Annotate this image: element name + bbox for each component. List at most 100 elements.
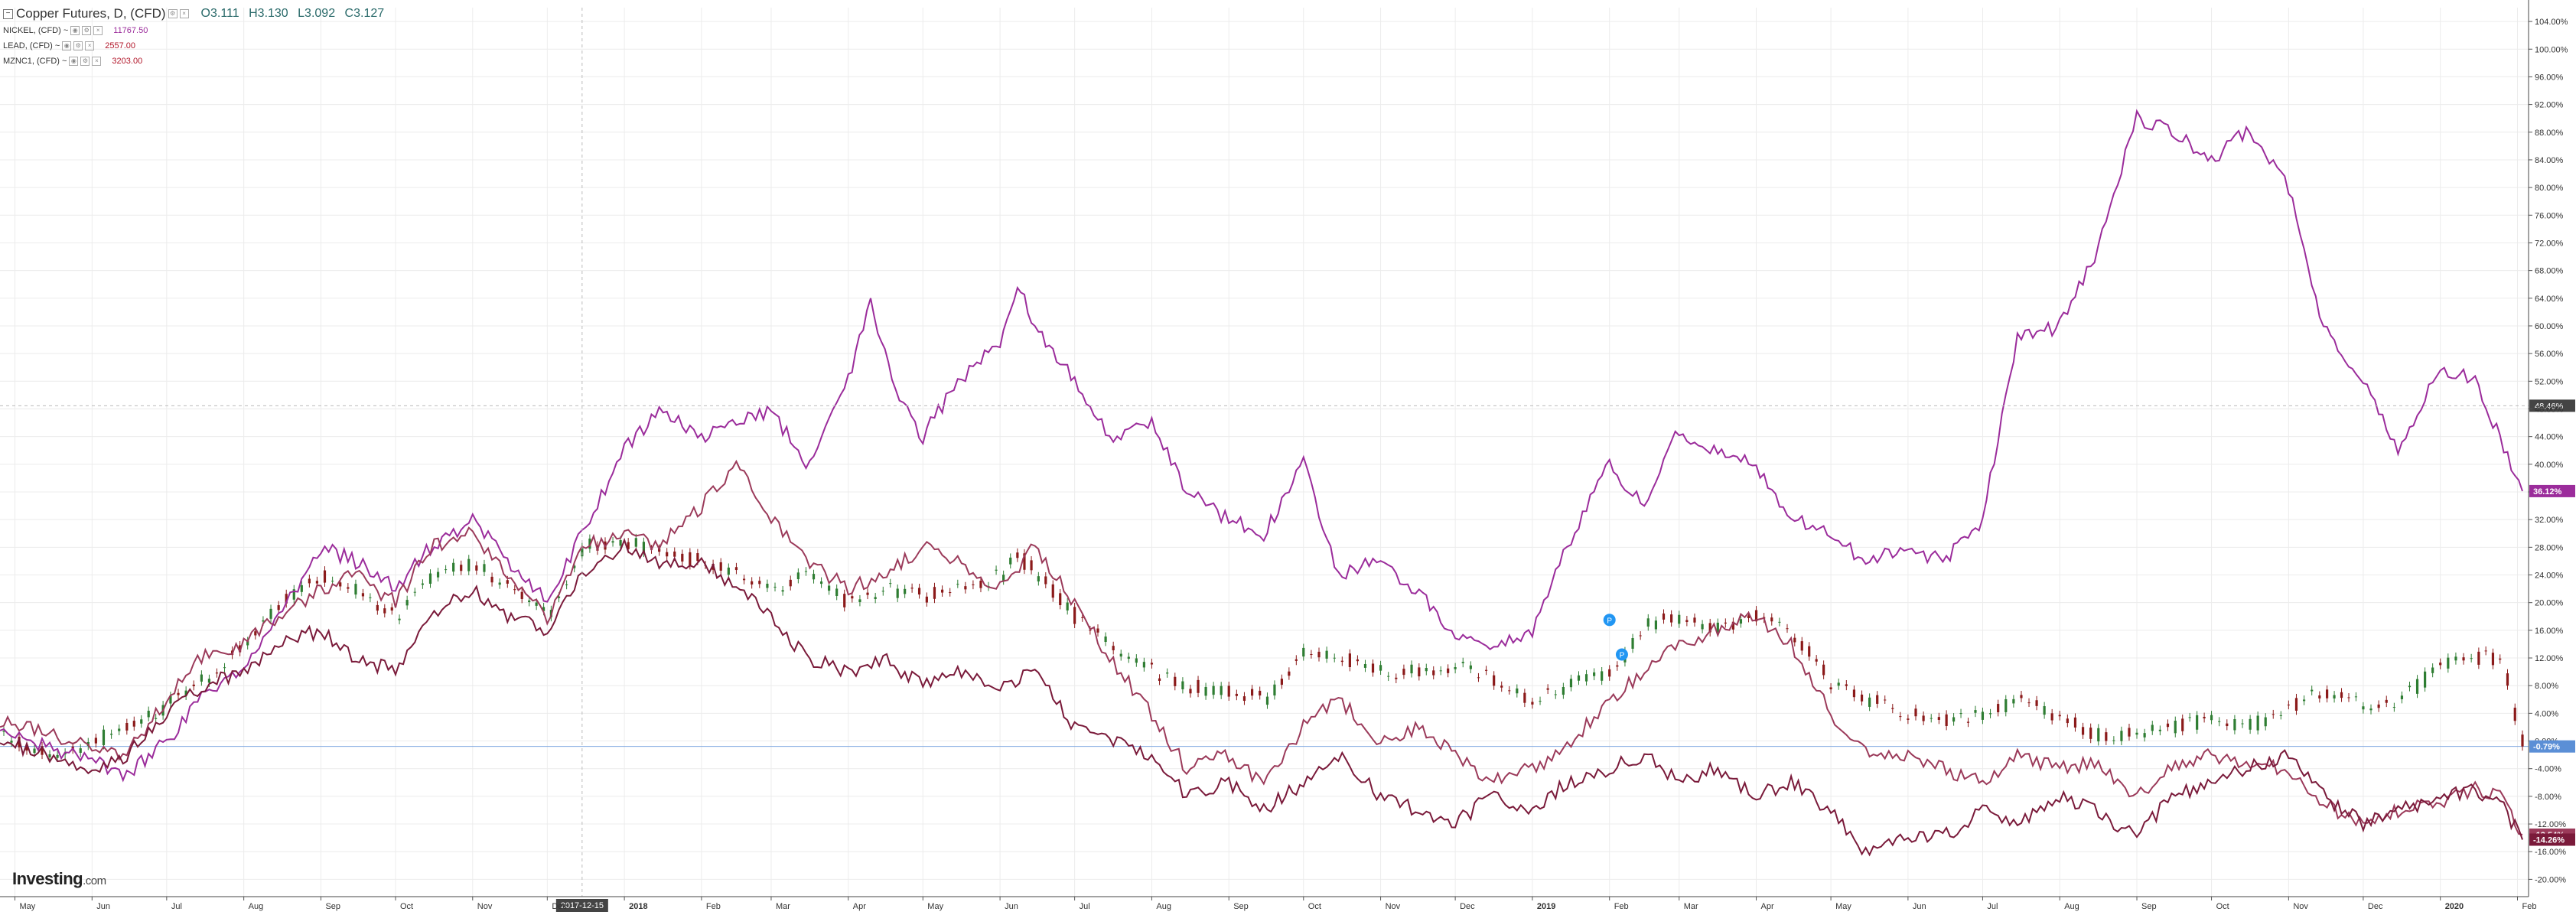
candle-body [2377,704,2380,708]
candle-body [308,578,311,584]
close-icon[interactable]: × [85,41,95,50]
x-tick-label: Dec [2368,902,2383,911]
y-tick-label: 88.00% [2535,129,2564,138]
candle-body [436,571,440,578]
candle-body [292,589,295,600]
x-tick-label: Aug [1156,902,1171,911]
x-tick-label: 2020 [2445,902,2464,911]
overlay-name[interactable]: NICKEL, (CFD) ~ [3,26,69,35]
candle-body [169,695,172,704]
candle-body [2143,733,2146,738]
candle-body [405,600,409,606]
candle-body [1731,621,1734,630]
candle-body [300,584,303,592]
x-axis[interactable]: May Jun Jul Aug Sep Oct Nov Dec 2018 Feb Mar Apr May… [0,896,2536,911]
legend-overlay-row[interactable]: MZNC1, (CFD) ~ ◉ ⚙ × 3203.00 [3,54,390,69]
candle-body [2415,679,2419,694]
candle-body [904,588,907,594]
settings-icon[interactable]: ⚙ [168,9,177,18]
candle-body [528,600,531,603]
candle-body [498,582,501,585]
candle-body [1356,659,1360,662]
candle-body [2362,706,2365,710]
y-tick-label: -8.00% [2535,793,2561,802]
candle-body [2408,685,2412,688]
candle-body [1500,685,1503,688]
x-tick-label: Feb [1614,902,1629,911]
candle-body [1150,663,1154,665]
candle-body [1922,715,1925,721]
candle-body [177,692,180,695]
eye-icon[interactable]: ◉ [70,26,80,35]
main-symbol-label[interactable]: Copper Futures, D, (CFD) [16,6,166,21]
candle-body [1273,684,1276,696]
candle-body [2318,695,2321,698]
candle-body [25,746,28,751]
candle-body [874,597,877,600]
candle-body [2135,732,2138,735]
y-tick-label: 16.00% [2535,627,2564,636]
candle-body [2105,732,2108,741]
candle-body [1786,628,1789,630]
close-icon[interactable]: × [93,26,103,35]
legend-overlay-row[interactable]: NICKEL, (CFD) ~ ◉ ⚙ × 11767.50 [3,23,390,38]
candle-body [1508,690,1511,692]
candle-body [48,754,51,757]
settings-icon[interactable]: ⚙ [73,41,83,50]
candle-body [118,728,121,731]
candle-body [1104,636,1107,643]
x-tick-label: 2018 [629,902,647,911]
event-marker[interactable] [1615,648,1628,661]
close-icon[interactable]: × [179,9,189,18]
event-marker-glyph: P [1620,652,1625,660]
overlay-name[interactable]: LEAD, (CFD) ~ [3,41,60,50]
candle-body [1959,713,1962,715]
candle-body [925,596,928,603]
ohlc-values: O3.111 H3.130 L3.092 C3.127 [201,7,391,21]
candle-body [1639,635,1642,637]
candle-body [1539,701,1542,702]
candle-body [2050,713,2053,721]
candle-body [1523,692,1526,703]
candle-body [2066,718,2069,724]
candle-body [696,553,699,562]
eye-icon[interactable]: ◉ [62,41,72,50]
collapse-icon[interactable]: − [3,8,13,19]
event-markers[interactable]: PP [1603,614,1628,661]
crosshair-date-label: 2017-12-15 [561,901,604,910]
candle-body [1212,685,1215,695]
last-value-label: -14.26% [2533,835,2565,845]
candle-body [1981,711,1985,720]
eye-icon[interactable]: ◉ [69,57,79,66]
candle-body [239,645,242,653]
overlay-name[interactable]: MZNC1, (CFD) ~ [3,57,67,66]
candle-body [2241,723,2244,725]
candle-body [2272,714,2275,715]
settings-icon[interactable]: ⚙ [82,26,92,35]
close-icon[interactable]: × [92,57,102,66]
settings-icon[interactable]: ⚙ [80,57,90,66]
candle-body [1997,704,2000,712]
candle-body [843,594,846,607]
candle-body [1701,624,1704,630]
legend-overlay-row[interactable]: LEAD, (CFD) ~ ◉ ⚙ × 2557.00 [3,38,390,54]
candle-body [33,748,36,754]
x-tick-label: Aug [249,902,264,911]
candle-body [2181,718,2184,731]
y-tick-label: 68.00% [2535,267,2564,276]
x-tick-label: Oct [1308,902,1321,911]
x-tick-label: Oct [400,902,413,911]
y-axis[interactable]: 104.00% 100.00% 96.00% 92.00% 88.00% 84.00% 80… [2528,0,2576,915]
candle-body [94,738,97,744]
candle-body [2340,692,2343,698]
candle-body [1554,694,1557,695]
candle-body [1531,702,1534,705]
event-marker[interactable] [1603,614,1616,627]
close-value: C3.127 [344,7,385,20]
candle-body [681,553,684,562]
candle-body [1340,660,1343,663]
x-tick-label: Jul [171,902,182,911]
candle-body [1837,682,1840,686]
candle-body [835,588,839,597]
